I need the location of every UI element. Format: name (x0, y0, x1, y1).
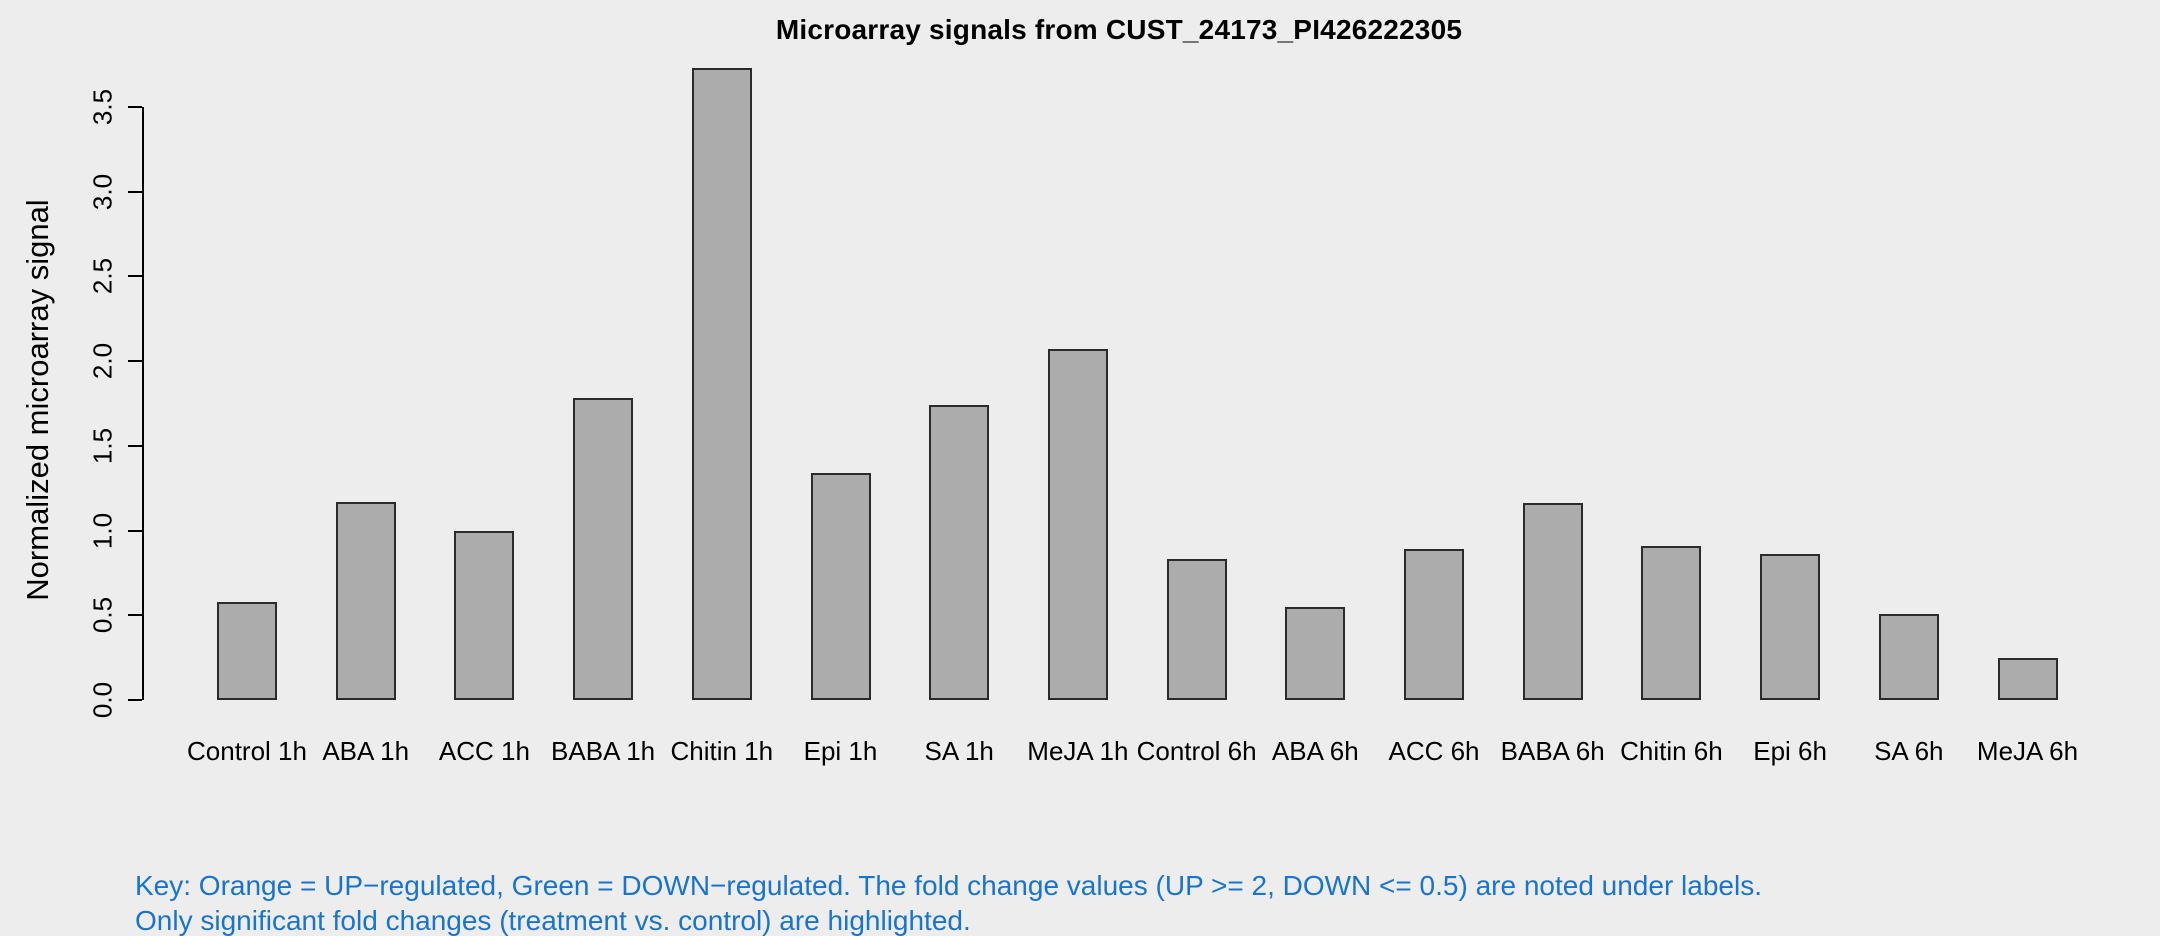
x-axis-label: Control 6h (1136, 736, 1257, 766)
bar-meja-6h (1997, 657, 2058, 700)
bar-chitin-1h (691, 67, 752, 700)
y-axis-title: Normalized microarray signal (20, 199, 55, 601)
x-axis-label: ABA 1h (322, 736, 410, 766)
bar-acc-1h (454, 530, 515, 700)
x-axis-label: ACC 1h (438, 736, 530, 766)
x-axis-label: ABA 6h (1271, 736, 1359, 766)
bar-baba-1h (573, 398, 634, 700)
y-tick-label: 0.5 (87, 597, 118, 634)
bar-aba-6h (1285, 606, 1346, 700)
x-axis-label: Control 1h (187, 736, 307, 766)
bar-chitin-6h (1641, 545, 1702, 700)
y-tick-label: 2.0 (87, 342, 118, 380)
y-axis-tick (128, 190, 142, 193)
bar-acc-6h (1404, 549, 1464, 700)
y-tick-label: 0.0 (87, 681, 118, 719)
chart-title: Microarray signals from CUST_24173_PI426… (775, 14, 1463, 45)
x-axis-label: Chitin 1h (670, 736, 774, 766)
chart-key: Key: Orange = UP−regulated, Green = DOWN… (135, 868, 1762, 936)
x-axis-label: SA 6h (1874, 736, 1944, 766)
bar-epi-1h (810, 472, 871, 700)
x-axis-label: Chitin 6h (1620, 736, 1723, 766)
x-axis-label: BABA 6h (1500, 736, 1605, 766)
x-axis-label: BABA 1h (551, 736, 656, 766)
y-tick-label: 3.0 (87, 173, 118, 210)
y-axis-tick (128, 699, 142, 701)
bar-control-1h (217, 601, 277, 700)
y-axis-line (142, 106, 144, 700)
y-axis-tick (128, 444, 142, 447)
x-axis-label: SA 1h (924, 736, 994, 766)
bar-sa-6h (1878, 613, 1939, 700)
x-axis-label: ACC 6h (1388, 736, 1480, 766)
y-axis-tick (128, 360, 142, 362)
x-axis-label: MeJA 6h (1976, 736, 2079, 766)
y-axis-tick (128, 275, 142, 278)
key-line-2: Only significant fold changes (treatment… (135, 905, 971, 936)
y-tick-label: 1.5 (87, 427, 118, 464)
bar-meja-1h (1047, 349, 1108, 700)
y-tick-label: 2.5 (87, 258, 118, 295)
x-axis-label: Epi 6h (1753, 736, 1827, 766)
y-axis-tick (128, 105, 142, 108)
y-tick-label: 1.0 (87, 512, 118, 549)
bar-aba-1h (335, 501, 396, 700)
bar-control-6h (1166, 559, 1227, 700)
y-tick-label: 3.5 (87, 88, 118, 125)
x-axis-label: MeJA 1h (1027, 736, 1129, 766)
bar-sa-1h (929, 405, 990, 700)
bar-epi-6h (1760, 554, 1821, 700)
y-axis-tick (128, 529, 142, 532)
x-axis-label: Epi 1h (803, 736, 878, 766)
key-line-1: Key: Orange = UP−regulated, Green = DOWN… (135, 870, 1762, 901)
bar-baba-6h (1522, 503, 1583, 700)
y-axis-tick (128, 614, 142, 617)
